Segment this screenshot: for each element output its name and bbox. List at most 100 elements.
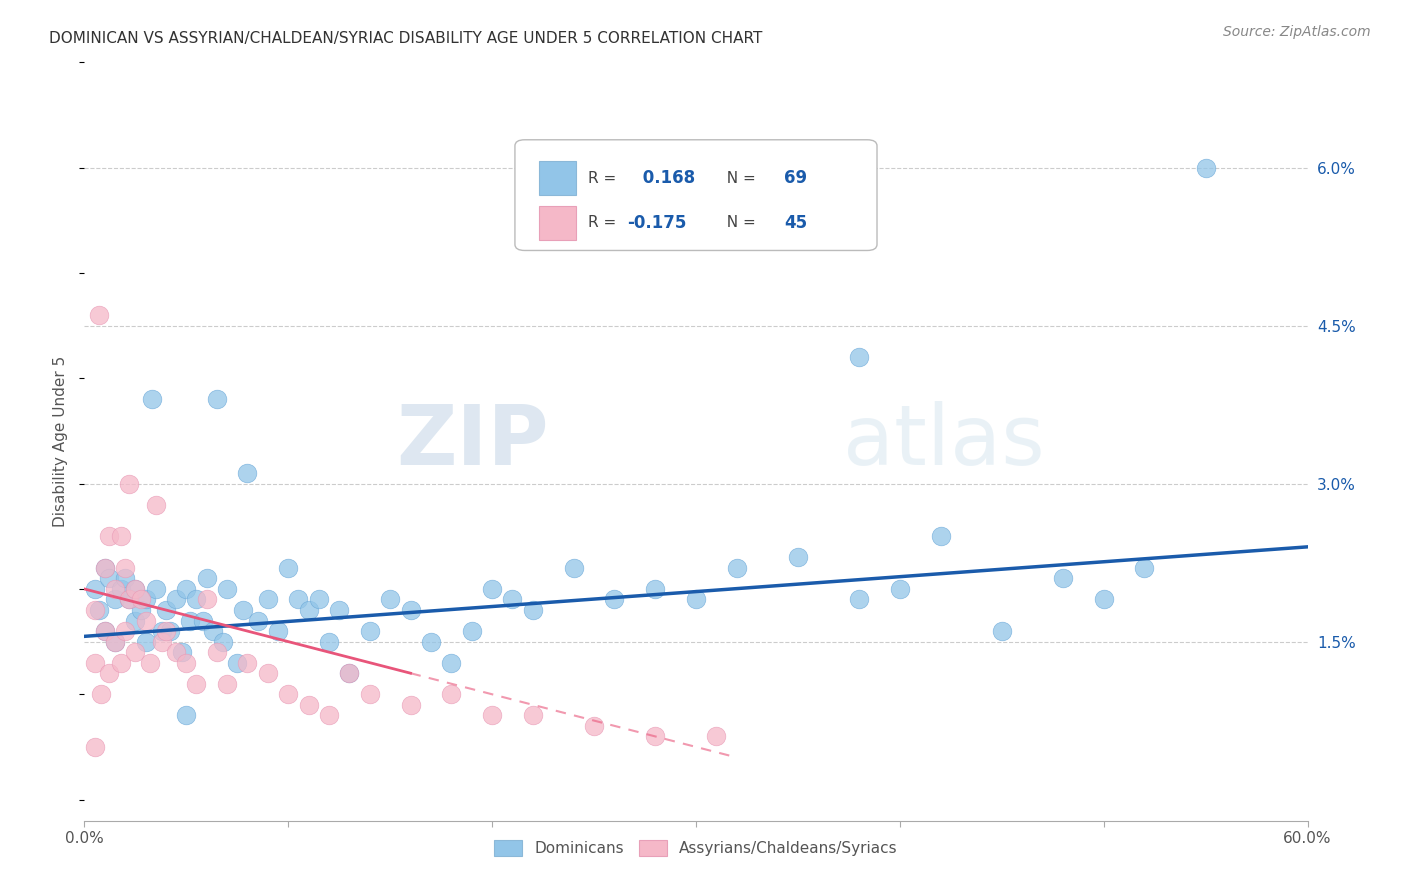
Legend: Dominicans, Assyrians/Chaldeans/Syriacs: Dominicans, Assyrians/Chaldeans/Syriacs [488,834,904,863]
Point [298,698,321,712]
Point [205,392,228,407]
Text: N =: N = [717,171,761,186]
Point [138,656,160,670]
Text: 0.168: 0.168 [637,169,696,187]
Point [172,645,194,659]
Point [257,592,280,607]
Point [93,624,115,639]
Text: 45: 45 [785,214,807,232]
Point [83,603,105,617]
Point [308,592,330,607]
Point [889,582,911,596]
Point [97,666,120,681]
Point [226,656,249,670]
Point [195,571,218,585]
Point [118,592,141,607]
Point [118,476,141,491]
Point [191,614,214,628]
FancyBboxPatch shape [515,140,877,251]
Point [318,634,340,648]
FancyBboxPatch shape [540,161,576,195]
Point [685,592,707,607]
Point [212,634,235,648]
Point [131,603,153,617]
FancyBboxPatch shape [540,206,576,240]
Point [104,592,127,607]
Point [83,656,105,670]
Point [232,603,254,617]
Point [159,624,181,639]
Point [114,571,136,585]
Point [110,529,132,543]
Point [90,687,112,701]
Point [562,561,585,575]
Point [114,624,136,639]
Point [277,561,299,575]
Point [522,708,544,723]
Point [135,634,157,648]
Point [104,634,127,648]
Point [104,634,127,648]
Point [141,392,163,407]
Point [124,582,146,596]
Point [165,645,187,659]
Point [93,561,115,575]
Point [124,645,146,659]
Text: R =: R = [588,171,621,186]
Point [174,656,197,670]
Point [145,498,167,512]
Text: 69: 69 [785,169,807,187]
Point [145,582,167,596]
Point [359,624,381,639]
Point [93,561,115,575]
Point [155,603,177,617]
Point [725,561,748,575]
Point [1092,592,1115,607]
Text: atlas: atlas [842,401,1045,482]
Point [179,614,201,628]
Point [929,529,952,543]
Point [195,592,218,607]
Text: N =: N = [717,215,761,230]
Text: -0.175: -0.175 [627,214,688,232]
Point [287,592,309,607]
Point [97,571,120,585]
Point [118,592,141,607]
Point [83,582,105,596]
Point [420,634,443,648]
Point [644,730,666,744]
Point [150,624,173,639]
Point [298,603,321,617]
Point [706,730,728,744]
Point [644,582,666,596]
Point [399,603,422,617]
Point [236,466,259,480]
Point [328,603,350,617]
Point [87,308,110,322]
Point [236,656,259,670]
Point [461,624,484,639]
Point [124,614,146,628]
Text: DOMINICAN VS ASSYRIAN/CHALDEAN/SYRIAC DISABILITY AGE UNDER 5 CORRELATION CHART: DOMINICAN VS ASSYRIAN/CHALDEAN/SYRIAC DI… [49,31,762,46]
Point [603,592,626,607]
Point [93,624,115,639]
Point [848,351,870,365]
Point [165,592,187,607]
Point [114,561,136,575]
Point [267,624,290,639]
Point [440,656,463,670]
Point [339,666,361,681]
Point [787,550,810,565]
Point [1195,161,1218,175]
Point [135,614,157,628]
Point [174,582,197,596]
Point [257,666,280,681]
Point [83,739,105,754]
Point [150,634,173,648]
Point [1133,561,1156,575]
Point [135,592,157,607]
Point [318,708,340,723]
Point [110,582,132,596]
Point [1052,571,1074,585]
Point [110,656,132,670]
